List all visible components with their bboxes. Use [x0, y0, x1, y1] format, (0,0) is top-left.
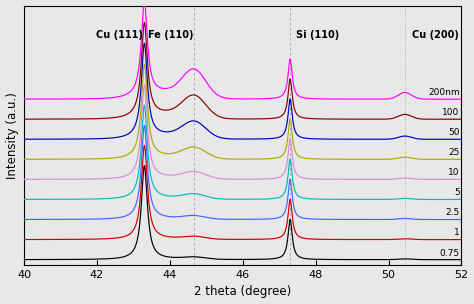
Text: 200nm: 200nm: [428, 88, 460, 97]
Text: 10: 10: [448, 168, 460, 177]
Y-axis label: Intensity (a.u.): Intensity (a.u.): [6, 92, 18, 179]
Text: 100: 100: [442, 108, 460, 117]
Text: Cu (200): Cu (200): [412, 30, 459, 40]
Text: 2.5: 2.5: [445, 209, 460, 217]
Text: Cu (111): Cu (111): [96, 30, 143, 40]
Text: 1: 1: [454, 229, 460, 237]
Text: 25: 25: [448, 148, 460, 157]
X-axis label: 2 theta (degree): 2 theta (degree): [194, 285, 292, 299]
Text: 0.75: 0.75: [439, 249, 460, 257]
Text: Si (110): Si (110): [296, 30, 339, 40]
Text: 5: 5: [454, 188, 460, 197]
Text: Fe (110): Fe (110): [148, 30, 193, 40]
Text: 50: 50: [448, 128, 460, 137]
